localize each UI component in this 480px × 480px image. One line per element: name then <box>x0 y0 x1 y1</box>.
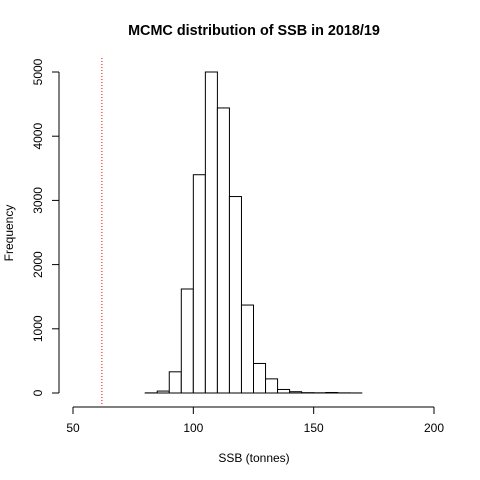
y-axis: 0 1000 2000 3000 4000 5000 <box>31 58 60 396</box>
histogram-bar-11 <box>277 388 291 394</box>
y-tick-label: 3000 <box>31 187 45 214</box>
x-tick-label: 50 <box>66 421 80 435</box>
bars-group <box>144 71 363 394</box>
y-tick-label: 0 <box>31 389 45 396</box>
x-tick-label: 200 <box>424 421 444 435</box>
histogram-bar-5 <box>204 71 218 394</box>
x-tick-label: 150 <box>304 421 324 435</box>
histogram-bar-3 <box>180 288 194 394</box>
y-tick-label: 4000 <box>31 123 45 150</box>
histogram-bar-12 <box>289 391 303 394</box>
y-tick-label: 5000 <box>31 58 45 85</box>
x-axis-label: SSB (tonnes) <box>218 451 289 465</box>
histogram-bar-2 <box>168 371 182 394</box>
histogram-bar-8 <box>240 304 254 394</box>
chart-title: MCMC distribution of SSB in 2018/19 <box>128 23 380 39</box>
y-tick-label: 2000 <box>31 251 45 278</box>
histogram-bar-9 <box>253 362 267 394</box>
y-tick-label: 1000 <box>31 315 45 342</box>
histogram-bar-6 <box>216 107 230 394</box>
histogram-bar-1 <box>156 390 170 394</box>
histogram-bar-4 <box>192 174 206 394</box>
histogram-bar-15 <box>325 391 339 394</box>
x-axis: 50 100 150 200 <box>66 406 444 435</box>
histogram-bar-7 <box>228 196 242 394</box>
y-axis-label: Frequency <box>2 205 16 262</box>
histogram-bar-10 <box>265 378 279 394</box>
x-tick-label: 100 <box>183 421 203 435</box>
